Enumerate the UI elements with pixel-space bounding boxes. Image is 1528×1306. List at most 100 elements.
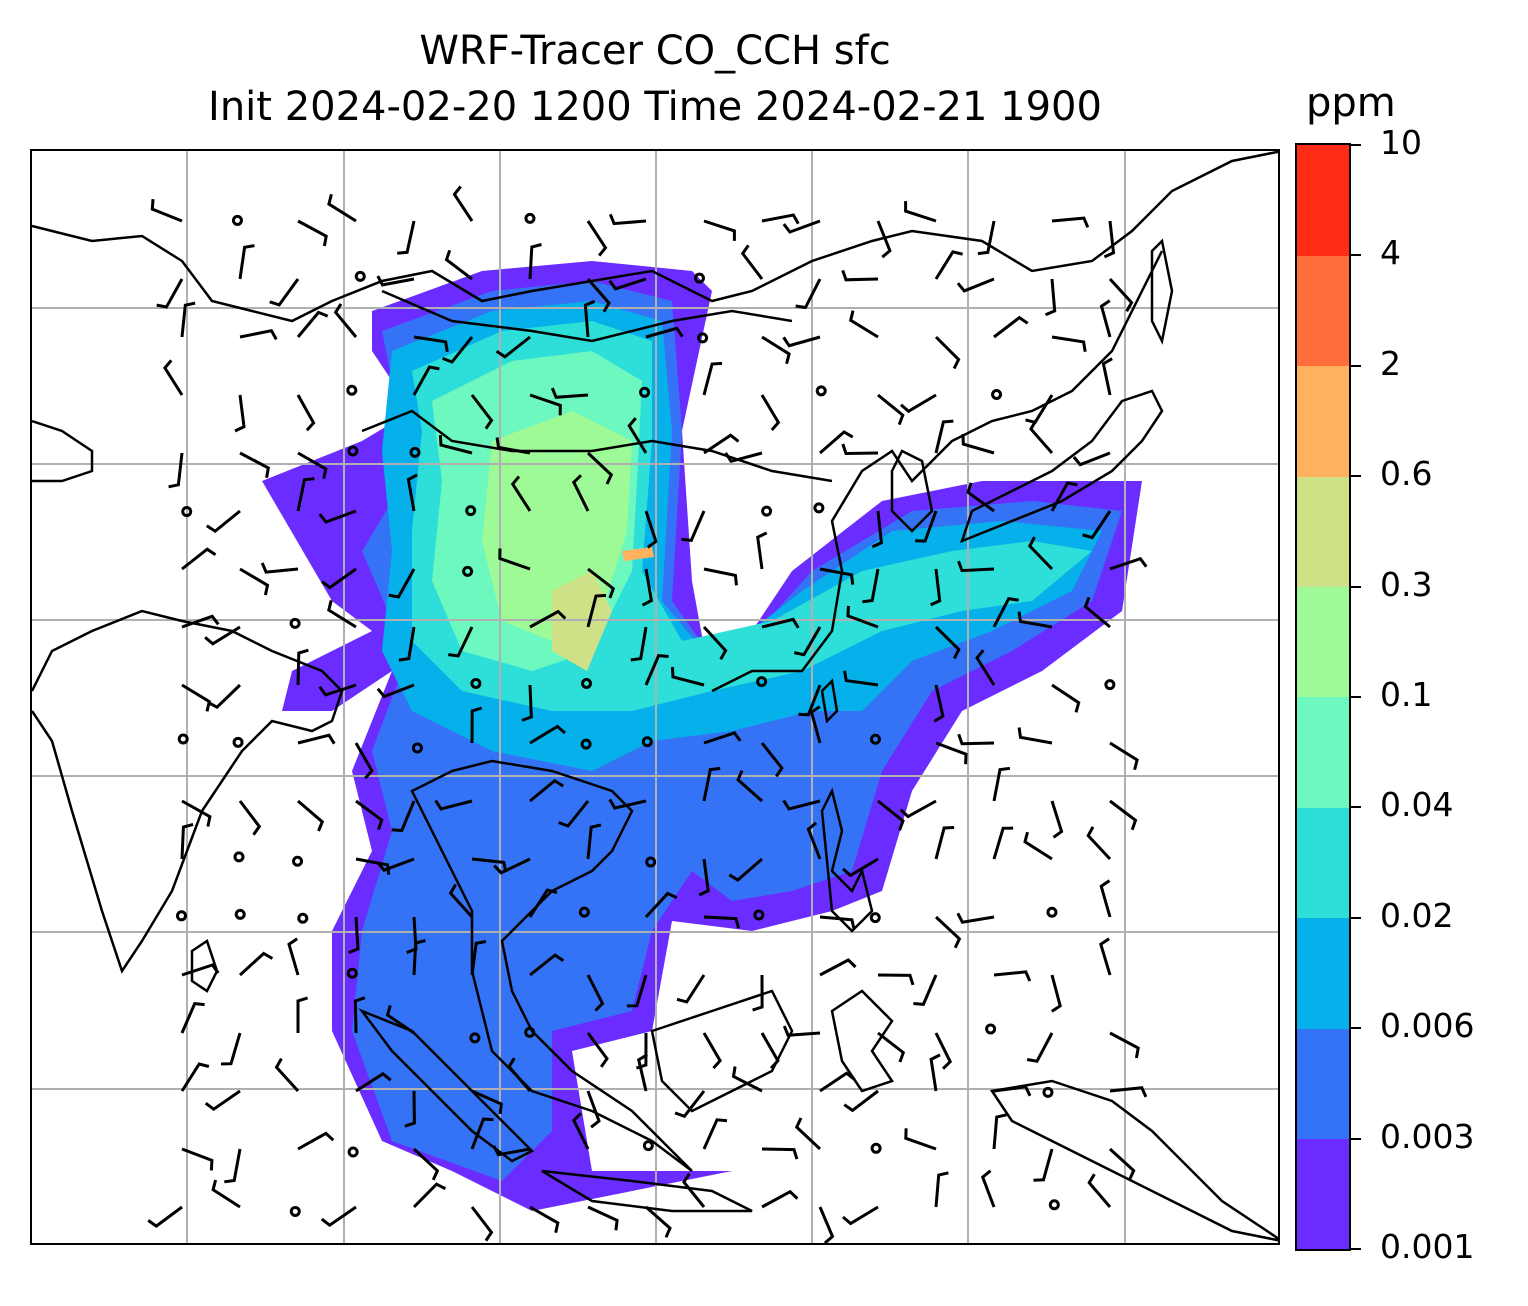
gridlines: [32, 151, 1278, 1243]
wind-barb: [795, 278, 822, 310]
wind-barb: [571, 474, 590, 512]
wind-barb: [297, 733, 336, 745]
wind-barb: [296, 310, 329, 338]
wind-barb: [1099, 879, 1112, 918]
wind-barb: [391, 800, 416, 833]
wind-barb: [412, 939, 426, 976]
wind-barb: [260, 562, 299, 574]
wind-barb: [1108, 1147, 1136, 1181]
wind-barb: [376, 683, 415, 699]
calm-wind-circle: [233, 851, 245, 863]
wind-barb: [224, 1148, 242, 1184]
wind-barb: [761, 1147, 799, 1160]
wind-barb: [471, 1089, 503, 1115]
wind-barb: [147, 1205, 183, 1228]
wind-barb: [934, 335, 961, 370]
wind-barb: [934, 1171, 949, 1208]
wind-barb: [703, 731, 742, 745]
wind-barb: [398, 626, 416, 662]
wind-barb: [1051, 335, 1087, 353]
wind-barb: [412, 1182, 447, 1209]
wind-barb: [571, 1112, 590, 1150]
wind-barb: [586, 593, 607, 628]
wind-barb: [1099, 299, 1112, 338]
wind-barb: [355, 799, 384, 831]
wind-barb: [809, 705, 822, 744]
wind-barb: [296, 477, 315, 512]
calm-wind-circle: [578, 906, 590, 918]
wind-barb: [848, 310, 879, 339]
calm-wind-circle: [869, 733, 881, 745]
calm-wind-circle: [642, 1140, 654, 1152]
wind-barb: [413, 335, 449, 352]
wind-barb: [318, 509, 357, 524]
wind-barb: [992, 826, 1014, 860]
wind-barb: [168, 452, 184, 489]
wind-barb: [333, 303, 358, 338]
wind-barb: [287, 937, 300, 976]
wind-barb: [877, 799, 905, 831]
wind-barb: [934, 419, 954, 454]
wind-barb: [702, 1118, 728, 1150]
wind-barb: [1033, 1148, 1054, 1182]
wind-barb: [760, 742, 784, 778]
calm-wind-circle: [1046, 906, 1058, 918]
wind-barb: [841, 443, 879, 456]
calm-wind-circle: [580, 738, 592, 750]
wind-barb: [630, 626, 648, 662]
wind-barb: [150, 198, 183, 223]
wind-barb: [470, 1117, 494, 1150]
wind-barb: [913, 974, 938, 1006]
wind-barb: [296, 394, 316, 432]
wind-barb: [586, 823, 602, 860]
calm-wind-circle: [234, 908, 246, 920]
calm-wind-circle: [232, 736, 244, 748]
wind-barb: [1050, 974, 1062, 1013]
wind-barb: [676, 974, 706, 1004]
wind-barb: [644, 654, 669, 686]
wind-barb: [782, 799, 821, 811]
calm-wind-circle: [524, 212, 536, 224]
wind-barb: [587, 567, 616, 599]
colorbar-segment: [1297, 1138, 1349, 1250]
wind-barb: [782, 1025, 821, 1037]
calm-wind-circle: [581, 677, 593, 689]
wind-barb: [163, 359, 184, 396]
wind-barb: [470, 1206, 494, 1242]
wind-barb: [819, 567, 855, 585]
wind-barb: [448, 626, 474, 658]
wind-barb: [1051, 683, 1081, 713]
wind-barb: [980, 1169, 996, 1208]
wind-barb: [510, 475, 532, 512]
wind-barb: [558, 800, 590, 828]
wind-barb: [498, 548, 531, 571]
wind-barb: [645, 1205, 672, 1238]
wind-barb: [819, 430, 854, 455]
wind-barb: [703, 433, 740, 455]
wind-barb: [297, 451, 328, 480]
tracer-band-0.6: [622, 547, 654, 561]
wind-barb: [586, 974, 605, 1012]
colorbar-tick-label: 4: [1380, 233, 1401, 273]
wind-barb: [682, 1172, 706, 1208]
wind-barb: [528, 888, 558, 918]
wind-barb: [388, 568, 416, 599]
calm-wind-circle: [641, 736, 653, 748]
wind-barb: [586, 278, 611, 313]
wind-barb: [956, 277, 995, 293]
calm-wind-circle: [756, 676, 768, 688]
map-canvas: [32, 151, 1278, 1243]
wind-barb: [442, 336, 474, 364]
calm-wind-circle: [347, 1146, 359, 1158]
wind-barb: [703, 567, 738, 586]
calm-wind-circle: [753, 909, 765, 921]
wind-barb: [819, 1071, 856, 1093]
wind-barb: [529, 953, 565, 977]
wind-barb: [412, 1147, 440, 1181]
wind-barb: [1050, 800, 1064, 839]
calm-wind-circle: [347, 445, 359, 457]
wind-barb: [674, 1090, 706, 1119]
colorbar-tick: [1351, 916, 1361, 919]
coast-sakhalin: [1150, 238, 1174, 345]
wind-barb: [992, 596, 1019, 628]
